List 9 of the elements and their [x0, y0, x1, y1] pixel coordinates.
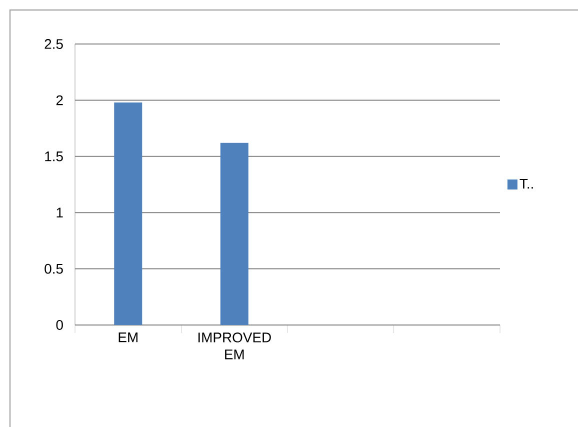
y-tick-label: 2: [56, 95, 63, 106]
y-tick-label: 0: [56, 320, 63, 330]
x-tick-label: IMPROVED EM: [198, 332, 271, 360]
legend-label: T..: [520, 178, 533, 189]
x-tick-label: EM: [118, 332, 138, 342]
y-tick-label: 1.5: [45, 152, 63, 162]
y-tick-label: 1: [56, 208, 63, 218]
y-tick-label: 2.5: [44, 39, 63, 49]
y-tick-label: 0.5: [44, 264, 63, 274]
